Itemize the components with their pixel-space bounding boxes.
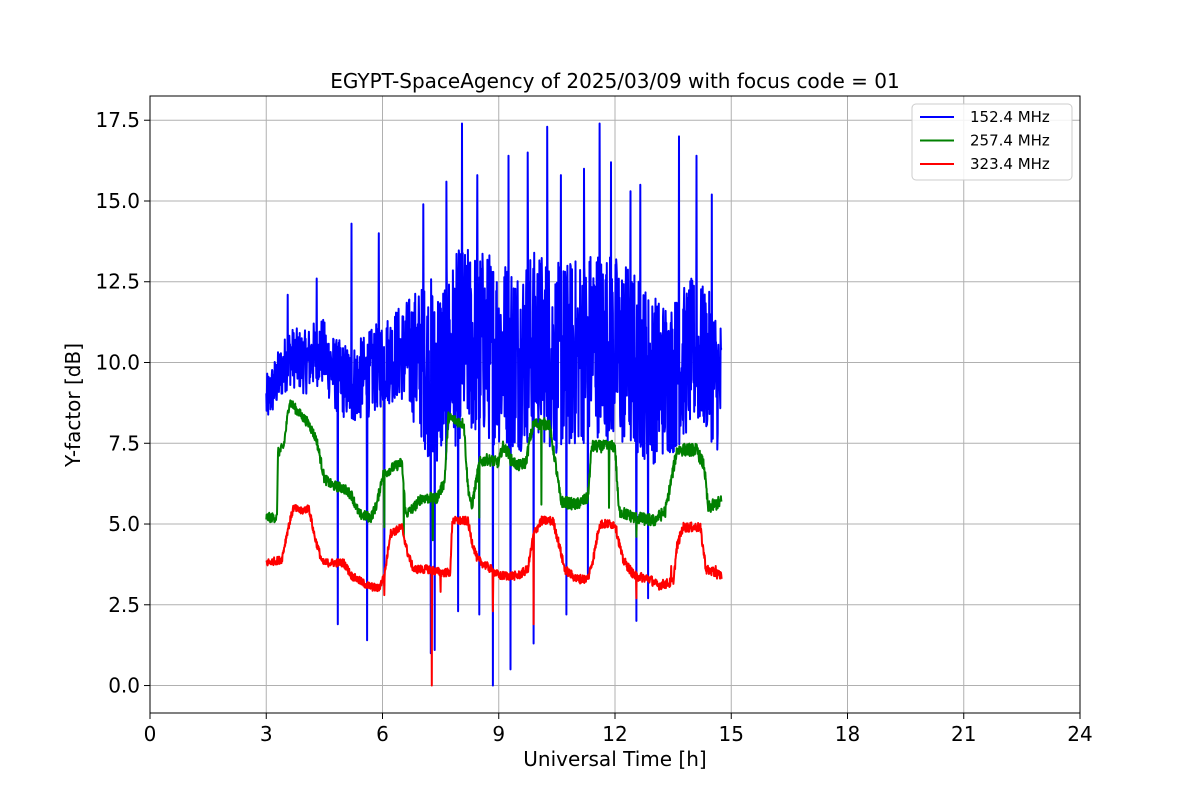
- legend: 152.4 MHz 257.4 MHz 323.4 MHz: [911, 103, 1073, 181]
- axis-ticks: 0 3 6 9 12 15 18 21 24 0.0 2.5 5.0 7.5 10.0 12.5 15.0 17…: [95, 108, 1092, 746]
- x-tick-label: 21: [951, 722, 976, 746]
- y-axis-label: Y-factor [dB]: [61, 343, 85, 468]
- x-tick-label: 9: [492, 722, 505, 746]
- y-tick-label: 0.0: [108, 674, 140, 698]
- y-tick-label: 7.5: [108, 431, 140, 455]
- y-tick-label: 5.0: [108, 512, 140, 536]
- x-tick-label: 0: [144, 722, 157, 746]
- series-line-0: [265, 122, 723, 687]
- x-axis-label: Universal Time [h]: [523, 747, 706, 771]
- plot-series: [265, 122, 723, 687]
- legend-label: 152.4 MHz: [970, 108, 1050, 126]
- series-line-1: [265, 399, 723, 542]
- y-tick-label: 12.5: [95, 270, 140, 294]
- y-tick-label: 2.5: [108, 593, 140, 617]
- x-tick-label: 24: [1067, 722, 1092, 746]
- x-tick-label: 18: [835, 722, 860, 746]
- x-tick-label: 6: [376, 722, 389, 746]
- y-tick-label: 17.5: [95, 108, 140, 132]
- chart-title: EGYPT-SpaceAgency of 2025/03/09 with foc…: [330, 69, 899, 93]
- x-tick-label: 3: [260, 722, 273, 746]
- legend-label: 257.4 MHz: [970, 132, 1050, 150]
- x-tick-label: 15: [719, 722, 744, 746]
- series-line-2: [265, 504, 723, 687]
- legend-box: [911, 103, 1073, 181]
- x-tick-label: 12: [602, 722, 627, 746]
- y-tick-label: 10.0: [95, 351, 140, 375]
- y-tick-label: 15.0: [95, 189, 140, 213]
- legend-label: 323.4 MHz: [970, 155, 1050, 173]
